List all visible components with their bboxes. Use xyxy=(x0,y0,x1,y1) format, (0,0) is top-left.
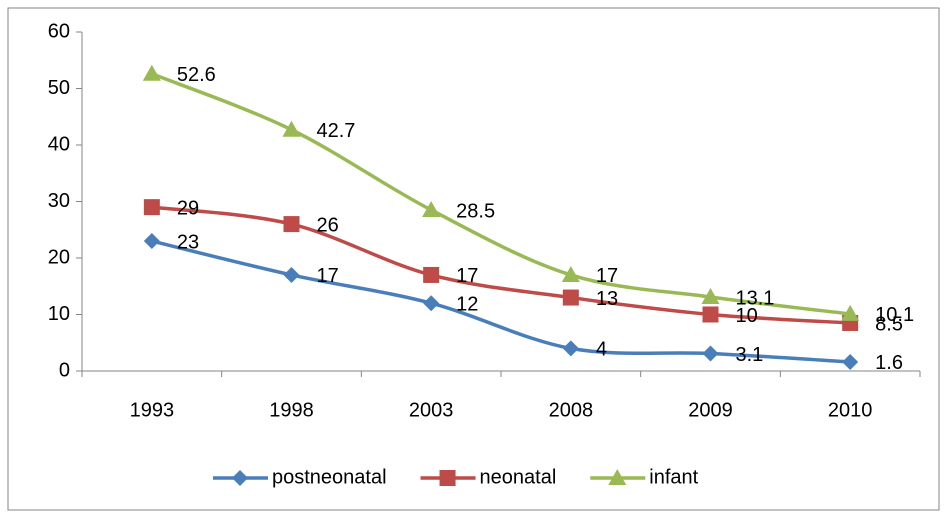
x-tick-label: 2010 xyxy=(828,399,873,421)
data-point xyxy=(142,64,161,81)
legend-marker xyxy=(608,469,627,485)
data-point xyxy=(423,295,440,312)
data-label: 13.1 xyxy=(736,287,775,309)
data-label: 1.6 xyxy=(875,352,903,374)
data-point xyxy=(423,266,440,283)
data-point xyxy=(422,200,441,217)
y-tick-label: 60 xyxy=(48,20,70,42)
legend-marker xyxy=(232,470,248,486)
data-label: 8.5 xyxy=(875,313,903,335)
series-line xyxy=(151,72,851,316)
data-point xyxy=(283,266,300,283)
data-label: 52.6 xyxy=(177,64,216,86)
y-tick-label: 40 xyxy=(48,133,70,155)
data-label: 12 xyxy=(456,293,478,315)
x-tick-label: 2003 xyxy=(409,399,454,421)
data-point xyxy=(702,345,719,362)
data-label: 28.5 xyxy=(456,200,495,222)
series-line xyxy=(151,239,851,364)
legend-marker xyxy=(439,470,456,486)
x-tick-label: 2009 xyxy=(688,399,733,421)
data-label: 23 xyxy=(177,231,199,253)
legend-label: neonatal xyxy=(480,466,557,488)
data-label: 17 xyxy=(596,265,618,287)
data-point xyxy=(143,199,160,216)
series-line xyxy=(151,205,851,325)
y-tick-label: 50 xyxy=(48,77,70,99)
legend-label: postneonatal xyxy=(272,466,387,488)
data-point xyxy=(562,289,579,306)
legend-label: infant xyxy=(649,466,698,488)
data-point xyxy=(701,287,720,304)
y-tick-label: 0 xyxy=(59,359,70,381)
data-label: 10.1 xyxy=(875,304,914,326)
data-label: 29 xyxy=(177,197,199,219)
data-point xyxy=(282,120,301,137)
data-label: 4 xyxy=(596,339,607,361)
x-tick-label: 1998 xyxy=(269,399,314,421)
data-point xyxy=(841,304,860,321)
x-tick-label: 1993 xyxy=(130,399,175,421)
data-label: 17 xyxy=(456,265,478,287)
data-point xyxy=(283,216,300,233)
data-point xyxy=(561,265,580,282)
data-label: 3.1 xyxy=(736,344,764,366)
y-tick-label: 20 xyxy=(48,246,70,268)
chart-frame xyxy=(7,7,940,511)
data-point xyxy=(143,233,160,250)
y-tick-label: 30 xyxy=(48,190,70,212)
data-point xyxy=(562,340,579,357)
data-label: 17 xyxy=(317,265,339,287)
data-point xyxy=(702,306,719,323)
y-tick-label: 10 xyxy=(48,303,70,325)
data-label: 42.7 xyxy=(317,120,356,142)
data-point xyxy=(842,353,859,370)
data-label: 26 xyxy=(317,214,339,236)
data-label: 10 xyxy=(736,305,758,327)
data-label: 13 xyxy=(596,288,618,310)
x-tick-label: 2008 xyxy=(549,399,594,421)
